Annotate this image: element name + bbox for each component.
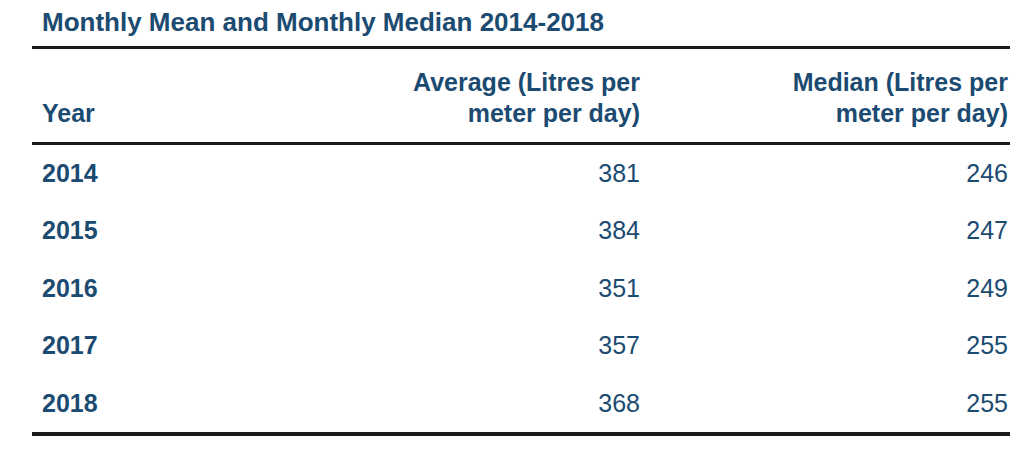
column-header-average: Average (Litres per meter per day)	[247, 48, 642, 144]
table-title: Monthly Mean and Monthly Median 2014-201…	[0, 0, 1024, 46]
table-row: 2018 368 255	[32, 375, 1010, 435]
average-cell: 351	[247, 260, 642, 318]
average-cell: 357	[247, 317, 642, 375]
table-row: 2016 351 249	[32, 260, 1010, 318]
table-header: Year Average (Litres per meter per day) …	[32, 48, 1010, 144]
average-cell: 381	[247, 143, 642, 202]
column-header-year-line1: Year	[42, 98, 245, 129]
table-body: 2014 381 246 2015 384 247 2016 351 249 2…	[32, 143, 1010, 434]
year-cell: 2016	[32, 260, 247, 318]
median-cell: 249	[642, 260, 1010, 318]
table-page: Monthly Mean and Monthly Median 2014-201…	[0, 0, 1024, 459]
median-cell: 246	[642, 143, 1010, 202]
year-cell: 2015	[32, 202, 247, 260]
median-cell: 247	[642, 202, 1010, 260]
table-row: 2017 357 255	[32, 317, 1010, 375]
table-row: 2015 384 247	[32, 202, 1010, 260]
year-cell: 2014	[32, 143, 247, 202]
column-header-median-line2: meter per day)	[644, 98, 1008, 129]
average-cell: 384	[247, 202, 642, 260]
year-cell: 2018	[32, 375, 247, 435]
header-row: Year Average (Litres per meter per day) …	[32, 48, 1010, 144]
column-header-year: Year	[32, 48, 247, 144]
average-cell: 368	[247, 375, 642, 435]
monthly-mean-median-table: Year Average (Litres per meter per day) …	[32, 46, 1010, 436]
column-header-average-line1: Average (Litres per	[249, 67, 640, 98]
year-cell: 2017	[32, 317, 247, 375]
column-header-average-line2: meter per day)	[249, 98, 640, 129]
median-cell: 255	[642, 375, 1010, 435]
column-header-median-line1: Median (Litres per	[644, 67, 1008, 98]
median-cell: 255	[642, 317, 1010, 375]
column-header-median: Median (Litres per meter per day)	[642, 48, 1010, 144]
table-row: 2014 381 246	[32, 143, 1010, 202]
